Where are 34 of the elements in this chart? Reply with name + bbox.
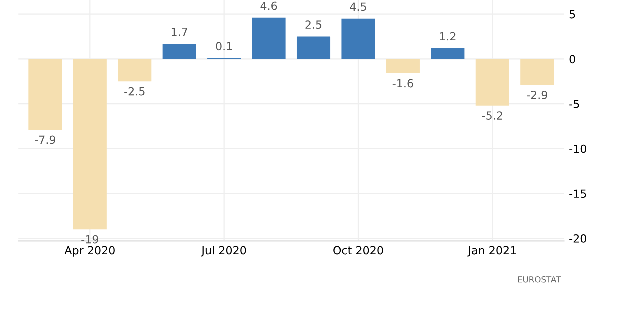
data-label: 4.6: [260, 2, 278, 10]
bar: [520, 59, 554, 86]
data-label: 1.2: [440, 32, 456, 41]
y-tick-label: -10: [570, 144, 586, 154]
data-label: 4.5: [350, 2, 366, 12]
data-label: -19: [82, 235, 98, 244]
bar: [431, 48, 465, 60]
data-label: -7.9: [35, 136, 56, 144]
x-tick-label: Jul 2020: [201, 246, 246, 257]
bar: [252, 18, 286, 60]
bar: [296, 36, 331, 60]
bar: [73, 59, 107, 230]
data-label: -2.9: [527, 90, 548, 100]
y-tick-label: -5: [570, 100, 580, 108]
y-tick-label: 5: [570, 10, 576, 19]
bar: [118, 59, 152, 82]
data-label: 0.1: [216, 42, 232, 51]
bar: [28, 59, 62, 130]
x-tick-label: Oct 2020: [334, 246, 384, 255]
bar: [386, 59, 420, 74]
bar: [342, 18, 376, 60]
text: EUROSTAT: [518, 276, 562, 283]
y-tick-label: -15: [570, 190, 586, 198]
y-tick-label: -20: [570, 234, 586, 243]
y-tick-label: 0: [570, 55, 576, 64]
data-label: -1.6: [392, 79, 414, 88]
data-label: 1.7: [172, 28, 188, 36]
data-label: -5.2: [482, 112, 502, 120]
data-label: -2.5: [124, 87, 145, 96]
x-tick-label: Jan 2021: [468, 246, 516, 257]
x-tick-label: Apr 2020: [64, 246, 115, 257]
data-label: 2.5: [306, 20, 322, 30]
bar: [476, 59, 510, 106]
bar: [162, 44, 196, 60]
